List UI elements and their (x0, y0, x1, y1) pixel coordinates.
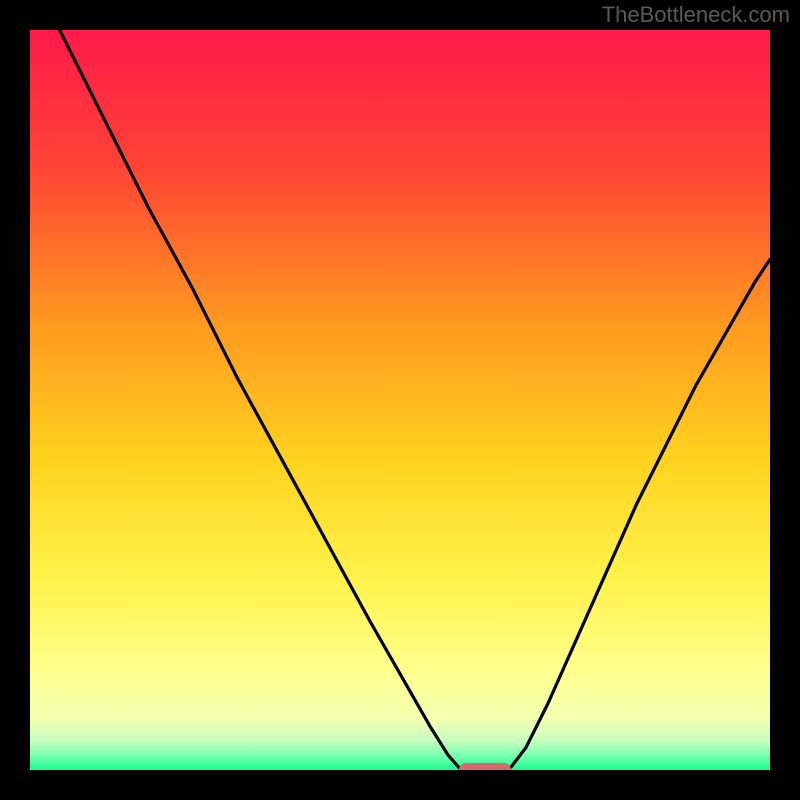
optimal-range-marker (459, 763, 511, 770)
watermark-text: TheBottleneck.com (602, 2, 790, 28)
chart-container: TheBottleneck.com (0, 0, 800, 800)
bottleneck-curve (30, 30, 770, 770)
plot-area (30, 30, 770, 770)
